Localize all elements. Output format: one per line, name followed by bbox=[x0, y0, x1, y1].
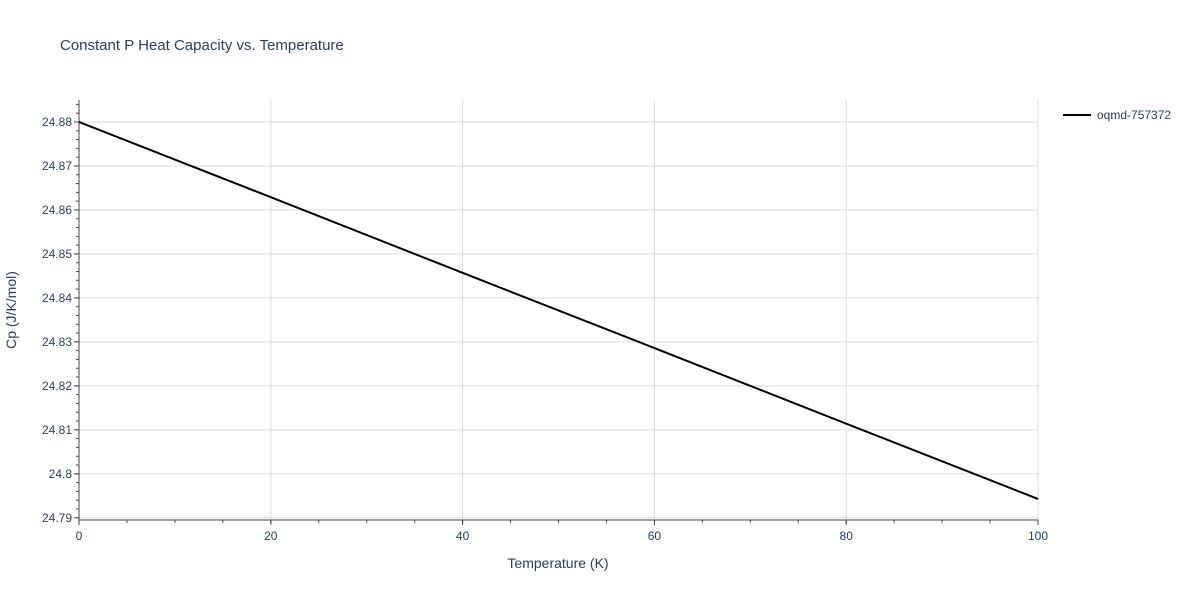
x-tick-label: 80 bbox=[840, 529, 854, 543]
x-tick-label: 60 bbox=[648, 529, 662, 543]
x-tick-label: 100 bbox=[1028, 529, 1048, 543]
y-tick-label: 24.82 bbox=[42, 379, 72, 393]
y-axis-title: Cp (J/K/mol) bbox=[3, 271, 19, 349]
y-tick-label: 24.88 bbox=[42, 115, 72, 129]
y-tick-label: 24.83 bbox=[42, 335, 72, 349]
x-axis-title: Temperature (K) bbox=[507, 555, 608, 571]
y-tick-label: 24.86 bbox=[42, 203, 72, 217]
axes: 0 20 40 60 80 100 24.79 24.8 24.81 24.82 24.83 24.8… bbox=[42, 100, 1048, 543]
legend-label: oqmd-757372 bbox=[1097, 108, 1171, 122]
y-tick-label: 24.84 bbox=[42, 291, 72, 305]
y-tick-label: 24.79 bbox=[42, 511, 72, 525]
grid bbox=[79, 100, 1039, 520]
y-tick-label: 24.81 bbox=[42, 423, 72, 437]
x-tick-label: 0 bbox=[76, 529, 83, 543]
y-tick-label: 24.87 bbox=[42, 159, 72, 173]
x-tick-label: 20 bbox=[264, 529, 278, 543]
legend[interactable]: oqmd-757372 bbox=[1063, 108, 1171, 122]
series bbox=[78, 121, 1039, 500]
chart-title: Constant P Heat Capacity vs. Temperature bbox=[60, 37, 344, 54]
y-tick-label: 24.85 bbox=[42, 247, 72, 261]
series-line bbox=[78, 121, 1039, 500]
x-tick-label: 40 bbox=[456, 529, 470, 543]
y-tick-label: 24.8 bbox=[49, 467, 73, 481]
